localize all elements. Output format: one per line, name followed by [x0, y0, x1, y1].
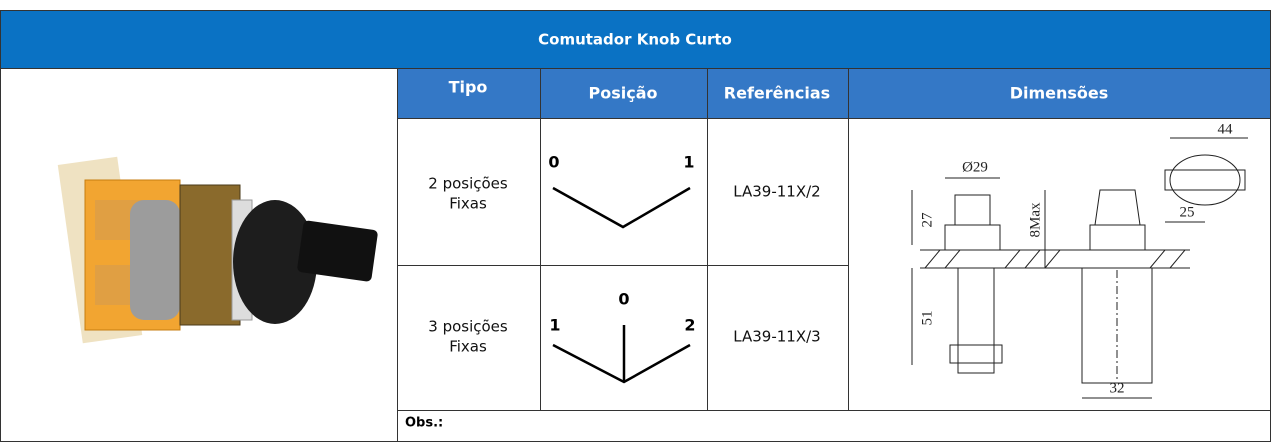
product-image	[57, 156, 378, 344]
position-label: 2	[684, 316, 695, 335]
tipo: Fixas	[449, 195, 487, 213]
dimension: 27	[919, 212, 935, 228]
dimension-drawing	[911, 137, 1248, 399]
title: Comutador Knob Curto	[538, 31, 732, 49]
header-cells	[398, 69, 1270, 118]
position-label: 1	[683, 153, 694, 172]
position-label: 1	[549, 316, 560, 335]
dimension: 32	[1110, 380, 1125, 396]
tipo: Fixas	[449, 338, 487, 356]
position-label: 0	[618, 290, 629, 309]
position-label: 0	[548, 153, 559, 172]
dimension: 51	[919, 311, 935, 326]
column-header: Referências	[724, 84, 830, 103]
obs: Obs.:	[405, 416, 443, 431]
dimension: 25	[1180, 204, 1195, 220]
column-header: Dimensões	[1010, 84, 1109, 103]
dimension: 44	[1218, 121, 1234, 137]
position-diagram	[552, 325, 691, 384]
tipo: 2 posições	[428, 175, 508, 193]
column-header: Tipo	[449, 78, 488, 97]
dimension: 8Max	[1027, 202, 1043, 237]
reference: LA39-11X/2	[733, 183, 820, 201]
dimension: Ø29	[962, 159, 988, 175]
tipo: 3 posições	[428, 318, 508, 336]
position-diagram	[552, 186, 691, 229]
reference: LA39-11X/3	[733, 328, 820, 346]
column-header: Posição	[589, 84, 658, 103]
title-bar	[0, 10, 1271, 69]
